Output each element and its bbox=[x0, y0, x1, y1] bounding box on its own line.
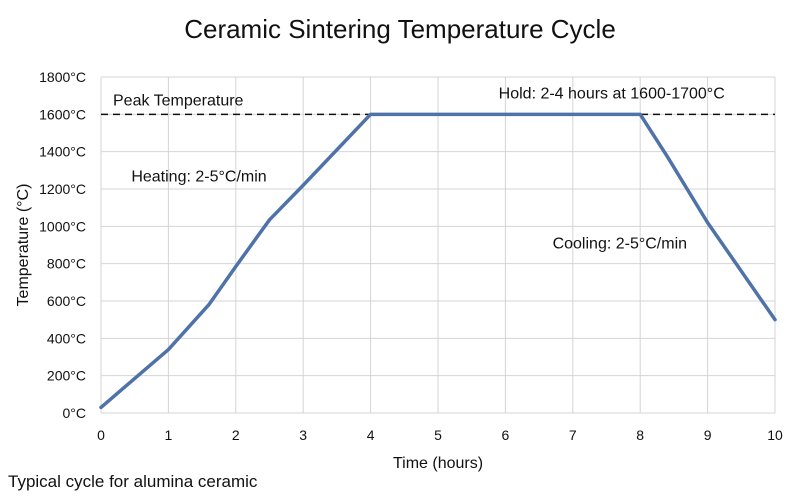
data-point bbox=[369, 112, 373, 116]
data-point bbox=[234, 264, 238, 268]
footnote: Typical cycle for alumina ceramic bbox=[8, 472, 258, 491]
y-tick-label: 600°C bbox=[47, 293, 86, 309]
annotation: Heating: 2-5°C/min bbox=[131, 169, 266, 186]
y-tick-label: 0°C bbox=[63, 405, 87, 421]
x-tick-label: 1 bbox=[165, 427, 173, 443]
x-tick-label: 0 bbox=[97, 427, 105, 443]
data-point bbox=[706, 221, 710, 225]
data-point bbox=[638, 112, 642, 116]
y-tick-label: 400°C bbox=[47, 330, 86, 346]
peak-temperature-label: Peak Temperature bbox=[113, 92, 244, 109]
x-tick-label: 6 bbox=[502, 427, 510, 443]
data-point bbox=[665, 154, 669, 158]
chart-title: Ceramic Sintering Temperature Cycle bbox=[184, 14, 616, 44]
y-tick-label: 1800°C bbox=[39, 69, 86, 85]
y-axis-label: Temperature (°C) bbox=[15, 184, 32, 307]
data-point bbox=[301, 183, 305, 187]
x-axis-label: Time (hours) bbox=[393, 455, 483, 472]
y-tick-label: 1600°C bbox=[39, 106, 86, 122]
data-point bbox=[166, 348, 170, 352]
annotation: Hold: 2-4 hours at 1600-1700°C bbox=[499, 85, 725, 102]
y-tick-label: 1400°C bbox=[39, 144, 86, 160]
x-tick-label: 5 bbox=[434, 427, 442, 443]
x-tick-label: 10 bbox=[767, 427, 783, 443]
annotation: Cooling: 2-5°C/min bbox=[553, 236, 687, 253]
x-tick-label: 2 bbox=[232, 427, 240, 443]
x-tick-label: 9 bbox=[704, 427, 712, 443]
data-point bbox=[207, 303, 211, 307]
y-tick-label: 1000°C bbox=[39, 218, 86, 234]
x-tick-label: 8 bbox=[636, 427, 644, 443]
y-tick-label: 800°C bbox=[47, 256, 86, 272]
data-point bbox=[99, 405, 103, 409]
x-tick-label: 7 bbox=[569, 427, 577, 443]
x-tick-label: 4 bbox=[367, 427, 375, 443]
data-point bbox=[773, 318, 777, 322]
x-tick-label: 3 bbox=[299, 427, 307, 443]
data-point bbox=[268, 218, 271, 222]
y-tick-label: 200°C bbox=[47, 368, 86, 384]
y-tick-label: 1200°C bbox=[39, 181, 86, 197]
